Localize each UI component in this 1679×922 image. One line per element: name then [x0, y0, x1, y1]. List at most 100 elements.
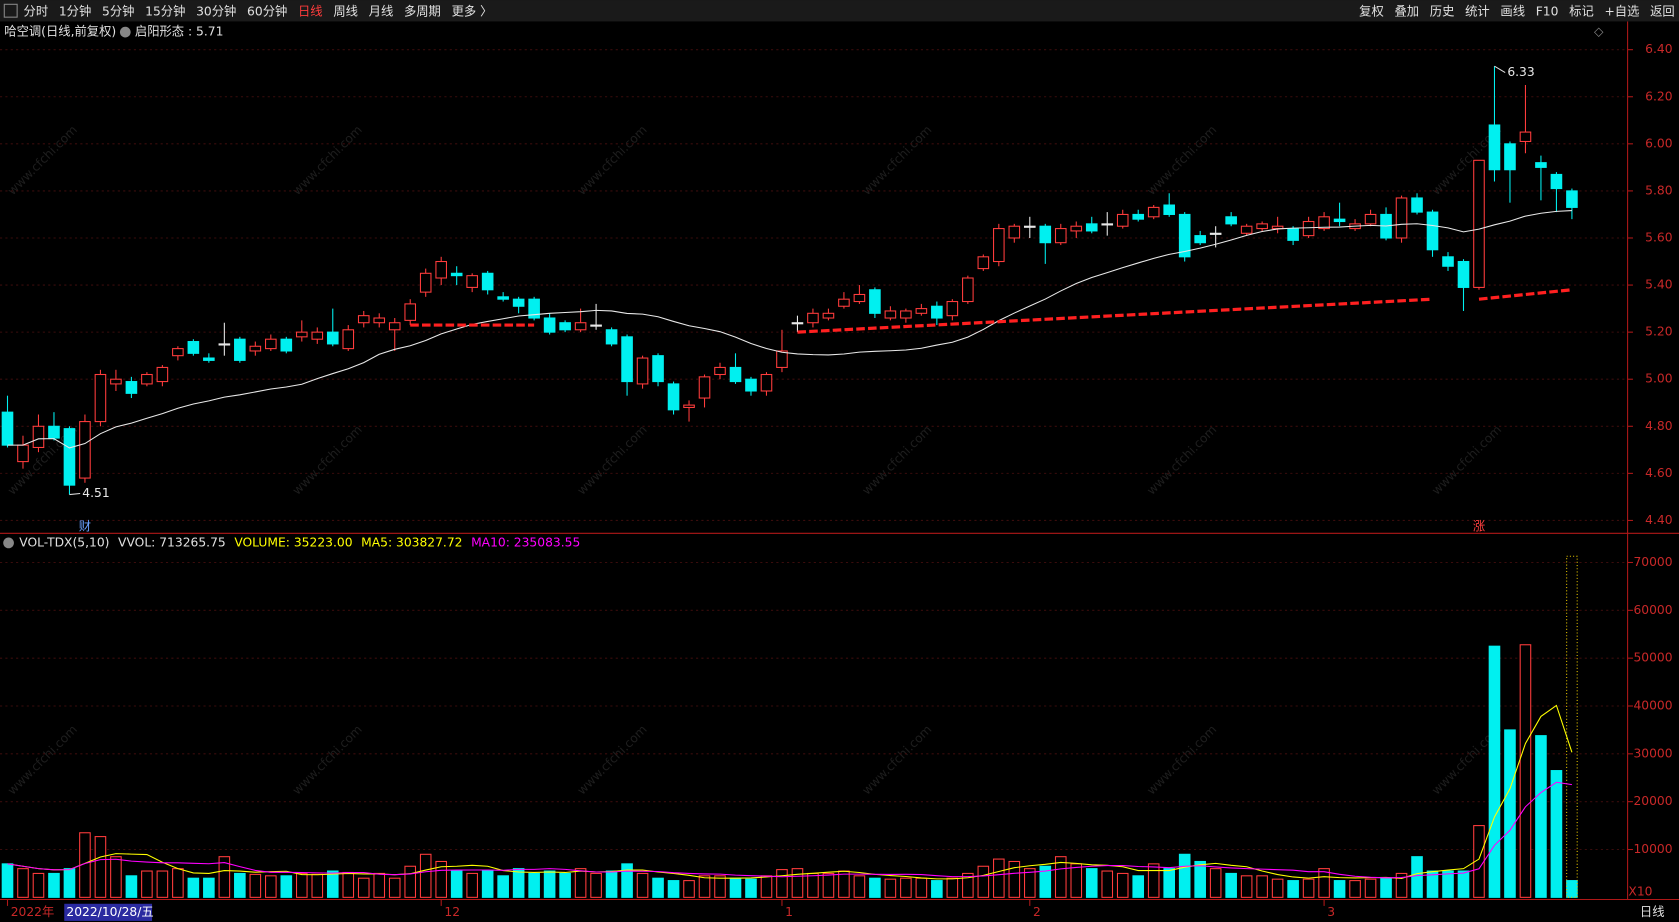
- volume-bar: [1349, 880, 1361, 898]
- candle-body: [760, 373, 773, 392]
- volume-bar: [373, 872, 386, 898]
- event-marker[interactable]: 涨: [1473, 518, 1485, 533]
- volume-bar: [94, 836, 107, 898]
- candle-body: [17, 444, 29, 463]
- volume-bar: [636, 872, 649, 898]
- y-tick-label: 5.80: [1645, 183, 1672, 197]
- volume-bar: [203, 877, 215, 898]
- tool-button[interactable]: 叠加: [1394, 4, 1419, 18]
- candle-body: [466, 275, 478, 288]
- tool-button[interactable]: 标记: [1569, 4, 1594, 18]
- candle-body: [404, 303, 417, 321]
- volume-bar: [450, 870, 463, 898]
- candle-body: [776, 350, 788, 368]
- y-tick-label: 50000: [1633, 651, 1672, 665]
- volume-bar: [1364, 878, 1377, 898]
- candle-body: [528, 298, 540, 319]
- tool-button[interactable]: +自选: [1604, 4, 1639, 18]
- candle-body: [79, 421, 91, 479]
- candle-body: [373, 317, 386, 324]
- volume-icon[interactable]: [3, 537, 14, 549]
- volume-header: MA5: 303827.72: [361, 535, 462, 549]
- volume-bar: [1504, 729, 1516, 898]
- volume-bar: [915, 877, 928, 898]
- candle-body: [822, 312, 835, 319]
- volume-bar: [729, 877, 742, 898]
- period-tab[interactable]: 60分钟: [247, 3, 287, 18]
- candle-body: [295, 331, 308, 338]
- period-tab[interactable]: 周线: [333, 4, 358, 18]
- volume-bar: [683, 880, 695, 898]
- tool-button[interactable]: 画线: [1500, 4, 1525, 18]
- volume-bar: [1, 863, 14, 898]
- y-tick-label: 60000: [1633, 603, 1672, 617]
- x-tick-label: 12: [444, 905, 460, 919]
- volume-bar: [900, 877, 912, 898]
- candle-body: [1163, 204, 1175, 215]
- candle-body: [172, 348, 184, 357]
- diamond-icon[interactable]: ◇: [1594, 25, 1604, 39]
- volume-bar: [946, 877, 959, 898]
- period-tab[interactable]: 月线: [369, 4, 394, 18]
- volume-bar: [853, 875, 866, 898]
- indicator-icon[interactable]: [119, 26, 131, 38]
- candle-body: [652, 355, 664, 383]
- candle-body: [1318, 216, 1330, 230]
- volume-bar: [714, 875, 726, 898]
- candle-body: [900, 310, 912, 319]
- volume-bar: [1550, 770, 1563, 898]
- volume-bar: [962, 872, 974, 898]
- candle-body: [1132, 213, 1145, 220]
- period-tab[interactable]: 分时: [24, 4, 49, 18]
- candle-body: [884, 310, 897, 319]
- volume-bar: [187, 877, 200, 898]
- candle-body: [1039, 225, 1052, 244]
- candle-body: [1395, 197, 1408, 239]
- annotation: 4.51: [82, 486, 109, 500]
- y-tick-label: 4.60: [1645, 466, 1672, 480]
- tool-button[interactable]: 历史: [1430, 4, 1455, 18]
- candle-body: [621, 336, 633, 383]
- volume-bar: [807, 872, 819, 898]
- volume-bar: [141, 870, 153, 898]
- candle-body: [1550, 173, 1563, 190]
- volume-bar: [32, 872, 45, 898]
- candle-body: [1, 411, 14, 446]
- tool-button[interactable]: 返回: [1650, 4, 1675, 18]
- period-tab[interactable]: 15分钟: [145, 3, 185, 18]
- volume-bar: [1457, 870, 1470, 898]
- candle-body: [280, 338, 293, 352]
- candle-body: [1364, 213, 1377, 225]
- volume-bar: [1116, 872, 1129, 898]
- volume-bar: [931, 880, 943, 898]
- y-tick-label: 5.00: [1645, 372, 1672, 386]
- event-marker[interactable]: 财: [79, 519, 91, 533]
- candle-body: [1504, 143, 1516, 171]
- period-tab[interactable]: 1分钟: [59, 3, 91, 18]
- tool-button[interactable]: 统计: [1465, 4, 1490, 18]
- period-tab[interactable]: 多周期: [404, 4, 441, 18]
- y-tick-label: 5.40: [1645, 278, 1672, 292]
- volume-bar: [605, 870, 618, 898]
- period-tab[interactable]: 日线: [298, 4, 323, 18]
- tool-button[interactable]: F10: [1536, 4, 1559, 18]
- period-tab[interactable]: 5分钟: [102, 3, 134, 18]
- y-tick-label: 6.20: [1645, 89, 1672, 103]
- candle-body: [1426, 211, 1439, 251]
- menu-icon[interactable]: [3, 3, 18, 18]
- volume-bar: [1566, 880, 1578, 898]
- candle-body: [1178, 213, 1191, 258]
- candle-body: [1023, 225, 1036, 228]
- volume-bar: [1178, 853, 1191, 898]
- candle-body: [48, 425, 60, 439]
- candle-body: [1519, 131, 1532, 143]
- period-tab[interactable]: 30分钟: [196, 3, 236, 18]
- period-tab[interactable]: 更多 〉: [452, 4, 493, 18]
- candle-body: [1287, 228, 1299, 241]
- tool-button[interactable]: 复权: [1359, 4, 1384, 18]
- volume-bar: [1380, 877, 1392, 898]
- candle-body: [110, 378, 122, 385]
- candle-body: [745, 378, 757, 392]
- volume-bar: [125, 875, 138, 898]
